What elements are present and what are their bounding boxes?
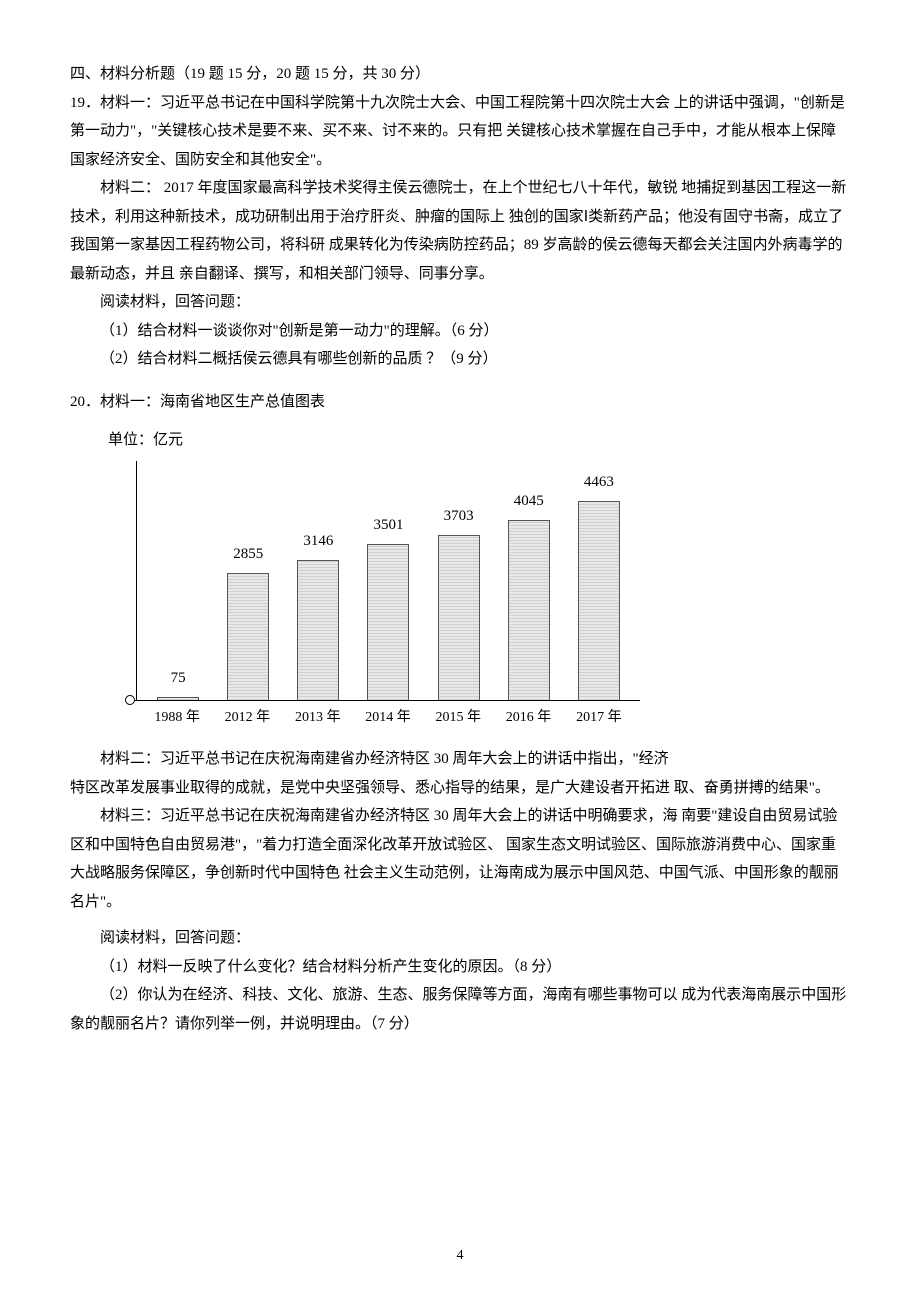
- bar-column: 3703: [429, 502, 489, 701]
- x-axis-label: 2014 年: [358, 705, 418, 732]
- q19-sub1: （1）结合材料一谈谈你对"创新是第一动力"的理解。（6 分）: [70, 317, 850, 346]
- bar: [227, 573, 269, 701]
- gdp-chart: 单位：亿元 75 2855 3146 3501 3703 4045 4463 1988 年 2…: [100, 426, 640, 731]
- bar-value-label: 3146: [303, 527, 333, 556]
- section-heading: 四、材料分析题（19 题 15 分，20 题 15 分，共 30 分）: [70, 60, 850, 89]
- x-axis-label: 2013 年: [288, 705, 348, 732]
- q20-sub1: （1）材料一反映了什么变化？结合材料分析产生变化的原因。（8 分）: [70, 953, 850, 982]
- q19-read-prompt: 阅读材料，回答问题：: [70, 288, 850, 317]
- bar-column: 3146: [288, 527, 348, 701]
- bar: [508, 520, 550, 701]
- bar: [578, 501, 620, 701]
- bar-value-label: 3501: [373, 511, 403, 540]
- chart-origin-marker: [125, 695, 135, 705]
- chart-bars-container: 75 2855 3146 3501 3703 4045 4463: [137, 461, 640, 701]
- chart-unit-label: 单位：亿元: [108, 426, 640, 455]
- q19-material2: 材料二： 2017 年度国家最高科学技术奖得主侯云德院士，在上个世纪七八十年代，…: [70, 174, 850, 288]
- bar-column: 4463: [569, 468, 629, 701]
- q20-material2-line2: 特区改革发展事业取得的成就，是党中央坚强领导、悉心指导的结果，是广大建设者开拓进…: [70, 774, 850, 803]
- chart-plot-area: 75 2855 3146 3501 3703 4045 4463: [136, 461, 640, 701]
- q19-material1: 19．材料一：习近平总书记在中国科学院第十九次院士大会、中国工程院第十四次院士大…: [70, 89, 850, 175]
- chart-x-labels: 1988 年 2012 年 2013 年 2014 年 2015 年 2016 年 2017…: [136, 701, 640, 732]
- x-axis-label: 2017 年: [569, 705, 629, 732]
- q20-heading: 20．材料一：海南省地区生产总值图表: [70, 388, 850, 417]
- bar: [438, 535, 480, 701]
- bar-value-label: 3703: [444, 502, 474, 531]
- bar-value-label: 4045: [514, 487, 544, 516]
- x-axis-label: 1988 年: [147, 705, 207, 732]
- bar-value-label: 2855: [233, 540, 263, 569]
- bar: [297, 560, 339, 701]
- page-number: 4: [0, 1243, 920, 1270]
- bar: [367, 544, 409, 701]
- bar-value-label: 75: [171, 664, 186, 693]
- bar-column: 4045: [499, 487, 559, 701]
- bar-column: 3501: [358, 511, 418, 701]
- x-axis-label: 2015 年: [428, 705, 488, 732]
- q20-sub2: （2）你认为在经济、科技、文化、旅游、生态、服务保障等方面，海南有哪些事物可以 …: [70, 981, 850, 1038]
- x-axis-label: 2012 年: [217, 705, 277, 732]
- chart-x-axis: [131, 700, 640, 701]
- x-axis-label: 2016 年: [499, 705, 559, 732]
- bar-column: 2855: [218, 540, 278, 701]
- q19-sub2: （2）结合材料二概括侯云德具有哪些创新的品质 ？（9 分）: [70, 345, 850, 374]
- bar-column: 75: [148, 664, 208, 701]
- q20-material3: 材料三：习近平总书记在庆祝海南建省办经济特区 30 周年大会上的讲话中明确要求，…: [70, 802, 850, 916]
- q20-read-prompt: 阅读材料，回答问题：: [70, 924, 850, 953]
- q20-material2-line1: 材料二：习近平总书记在庆祝海南建省办经济特区 30 周年大会上的讲话中指出，"经…: [70, 745, 850, 774]
- bar-value-label: 4463: [584, 468, 614, 497]
